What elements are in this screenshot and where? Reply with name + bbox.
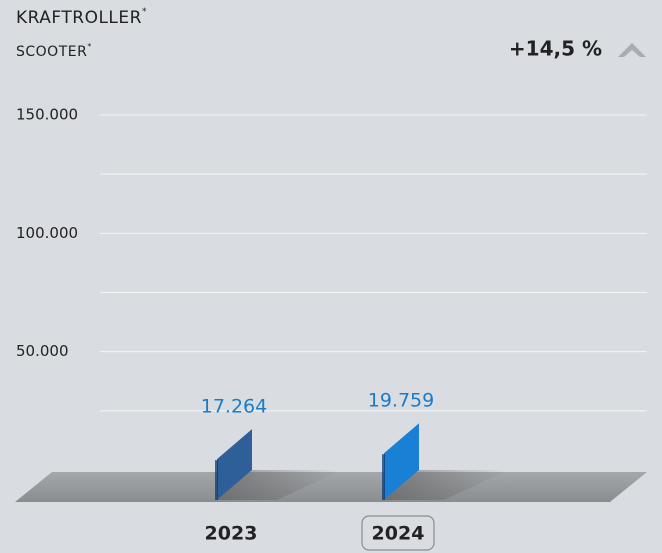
value-label: 17.264 bbox=[201, 396, 267, 418]
chart-title: KRAFTROLLER* bbox=[16, 7, 147, 29]
bar bbox=[384, 423, 419, 500]
bar-shadow bbox=[217, 470, 342, 500]
y-tick-label: 150.000 bbox=[16, 106, 78, 124]
y-tick-label: 50.000 bbox=[16, 342, 69, 360]
x-tick-label[interactable]: 2023 bbox=[205, 523, 258, 545]
bar bbox=[217, 429, 252, 500]
value-label: 19.759 bbox=[368, 390, 434, 412]
floor bbox=[15, 472, 647, 502]
selected-tab[interactable] bbox=[361, 515, 435, 551]
x-tick-label[interactable]: 2024 bbox=[372, 523, 425, 545]
y-tick-label: 100.000 bbox=[16, 224, 78, 242]
chart-subtitle: SCOOTER* bbox=[16, 42, 92, 61]
bar-edge bbox=[215, 460, 218, 500]
up-arrow bbox=[618, 43, 646, 57]
change-label: +14,5 % bbox=[509, 37, 602, 61]
bar-edge bbox=[382, 454, 385, 500]
bar-shadow bbox=[384, 470, 509, 500]
